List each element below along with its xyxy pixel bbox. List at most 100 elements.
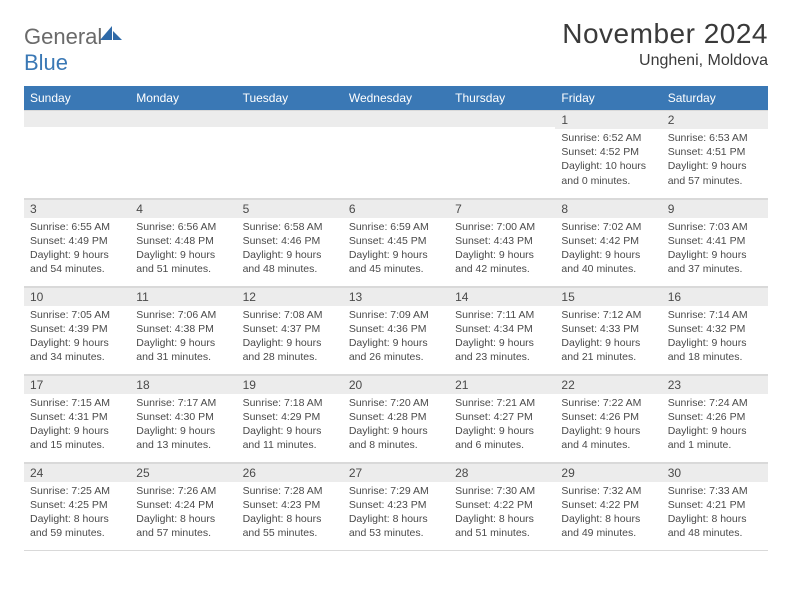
calendar-cell: 25Sunrise: 7:26 AMSunset: 4:24 PMDayligh…	[130, 462, 236, 550]
day-body: Sunrise: 6:52 AMSunset: 4:52 PMDaylight:…	[555, 129, 661, 192]
daylight-text-1: Daylight: 9 hours	[349, 248, 443, 262]
daylight-text-1: Daylight: 9 hours	[668, 248, 762, 262]
sunset-text: Sunset: 4:29 PM	[243, 410, 337, 424]
sunset-text: Sunset: 4:26 PM	[668, 410, 762, 424]
daylight-text-2: and 45 minutes.	[349, 262, 443, 276]
calendar-cell: 10Sunrise: 7:05 AMSunset: 4:39 PMDayligh…	[24, 286, 130, 374]
day-number: 22	[555, 375, 661, 394]
calendar-cell	[343, 110, 449, 198]
day-number: 28	[449, 463, 555, 482]
daylight-text-2: and 26 minutes.	[349, 350, 443, 364]
day-number-empty	[343, 110, 449, 127]
daylight-text-1: Daylight: 9 hours	[668, 424, 762, 438]
day-number: 10	[24, 287, 130, 306]
sunset-text: Sunset: 4:22 PM	[455, 498, 549, 512]
sunrise-text: Sunrise: 6:56 AM	[136, 220, 230, 234]
daylight-text-2: and 8 minutes.	[349, 438, 443, 452]
day-number-empty	[449, 110, 555, 127]
day-body: Sunrise: 7:33 AMSunset: 4:21 PMDaylight:…	[662, 482, 768, 545]
daylight-text-1: Daylight: 9 hours	[243, 424, 337, 438]
daylight-text-2: and 1 minute.	[668, 438, 762, 452]
sunrise-text: Sunrise: 7:09 AM	[349, 308, 443, 322]
sunrise-text: Sunrise: 7:24 AM	[668, 396, 762, 410]
day-number: 5	[237, 199, 343, 218]
sunset-text: Sunset: 4:38 PM	[136, 322, 230, 336]
calendar-cell: 11Sunrise: 7:06 AMSunset: 4:38 PMDayligh…	[130, 286, 236, 374]
daylight-text-2: and 18 minutes.	[668, 350, 762, 364]
sunset-text: Sunset: 4:21 PM	[668, 498, 762, 512]
daylight-text-1: Daylight: 9 hours	[561, 248, 655, 262]
calendar-cell: 12Sunrise: 7:08 AMSunset: 4:37 PMDayligh…	[237, 286, 343, 374]
sunrise-text: Sunrise: 7:05 AM	[30, 308, 124, 322]
day-body: Sunrise: 7:03 AMSunset: 4:41 PMDaylight:…	[662, 218, 768, 281]
daylight-text-2: and 40 minutes.	[561, 262, 655, 276]
daylight-text-1: Daylight: 9 hours	[455, 248, 549, 262]
sunrise-text: Sunrise: 7:22 AM	[561, 396, 655, 410]
sunrise-text: Sunrise: 7:15 AM	[30, 396, 124, 410]
sunrise-text: Sunrise: 6:55 AM	[30, 220, 124, 234]
page-subtitle: Ungheni, Moldova	[562, 52, 768, 70]
day-number: 16	[662, 287, 768, 306]
daylight-text-2: and 31 minutes.	[136, 350, 230, 364]
daylight-text-1: Daylight: 9 hours	[30, 424, 124, 438]
calendar-cell: 29Sunrise: 7:32 AMSunset: 4:22 PMDayligh…	[555, 462, 661, 550]
daylight-text-2: and 53 minutes.	[349, 526, 443, 540]
day-body: Sunrise: 7:22 AMSunset: 4:26 PMDaylight:…	[555, 394, 661, 457]
daylight-text-1: Daylight: 9 hours	[668, 336, 762, 350]
sunrise-text: Sunrise: 6:59 AM	[349, 220, 443, 234]
daylight-text-2: and 11 minutes.	[243, 438, 337, 452]
day-body: Sunrise: 6:53 AMSunset: 4:51 PMDaylight:…	[662, 129, 768, 192]
calendar-cell: 30Sunrise: 7:33 AMSunset: 4:21 PMDayligh…	[662, 462, 768, 550]
calendar-cell: 20Sunrise: 7:20 AMSunset: 4:28 PMDayligh…	[343, 374, 449, 462]
calendar-cell: 16Sunrise: 7:14 AMSunset: 4:32 PMDayligh…	[662, 286, 768, 374]
daylight-text-2: and 42 minutes.	[455, 262, 549, 276]
day-number: 27	[343, 463, 449, 482]
logo: GeneralBlue	[24, 18, 122, 76]
daylight-text-2: and 54 minutes.	[30, 262, 124, 276]
sunset-text: Sunset: 4:31 PM	[30, 410, 124, 424]
sunset-text: Sunset: 4:27 PM	[455, 410, 549, 424]
day-body: Sunrise: 7:06 AMSunset: 4:38 PMDaylight:…	[130, 306, 236, 369]
daylight-text-1: Daylight: 8 hours	[136, 512, 230, 526]
day-body: Sunrise: 7:12 AMSunset: 4:33 PMDaylight:…	[555, 306, 661, 369]
calendar-cell: 18Sunrise: 7:17 AMSunset: 4:30 PMDayligh…	[130, 374, 236, 462]
sunrise-text: Sunrise: 6:52 AM	[561, 131, 655, 145]
daylight-text-1: Daylight: 10 hours	[561, 159, 655, 173]
day-number: 7	[449, 199, 555, 218]
sunset-text: Sunset: 4:25 PM	[30, 498, 124, 512]
sunset-text: Sunset: 4:52 PM	[561, 145, 655, 159]
calendar-cell: 3Sunrise: 6:55 AMSunset: 4:49 PMDaylight…	[24, 198, 130, 286]
sunrise-text: Sunrise: 7:25 AM	[30, 484, 124, 498]
daylight-text-1: Daylight: 9 hours	[136, 336, 230, 350]
weekday-header: Sunday	[24, 86, 130, 110]
sunrise-text: Sunrise: 7:33 AM	[668, 484, 762, 498]
day-body-empty	[343, 127, 449, 187]
day-number-empty	[130, 110, 236, 127]
day-number: 6	[343, 199, 449, 218]
calendar-cell: 9Sunrise: 7:03 AMSunset: 4:41 PMDaylight…	[662, 198, 768, 286]
daylight-text-1: Daylight: 8 hours	[561, 512, 655, 526]
day-body-empty	[449, 127, 555, 187]
sunset-text: Sunset: 4:51 PM	[668, 145, 762, 159]
sunset-text: Sunset: 4:28 PM	[349, 410, 443, 424]
calendar-cell: 19Sunrise: 7:18 AMSunset: 4:29 PMDayligh…	[237, 374, 343, 462]
calendar-cell: 28Sunrise: 7:30 AMSunset: 4:22 PMDayligh…	[449, 462, 555, 550]
day-number: 12	[237, 287, 343, 306]
calendar-row: 1Sunrise: 6:52 AMSunset: 4:52 PMDaylight…	[24, 110, 768, 198]
daylight-text-2: and 34 minutes.	[30, 350, 124, 364]
calendar-cell: 15Sunrise: 7:12 AMSunset: 4:33 PMDayligh…	[555, 286, 661, 374]
day-body: Sunrise: 7:25 AMSunset: 4:25 PMDaylight:…	[24, 482, 130, 545]
sunset-text: Sunset: 4:43 PM	[455, 234, 549, 248]
sunrise-text: Sunrise: 7:03 AM	[668, 220, 762, 234]
daylight-text-1: Daylight: 9 hours	[455, 336, 549, 350]
sunset-text: Sunset: 4:23 PM	[349, 498, 443, 512]
calendar-cell: 23Sunrise: 7:24 AMSunset: 4:26 PMDayligh…	[662, 374, 768, 462]
day-body: Sunrise: 7:18 AMSunset: 4:29 PMDaylight:…	[237, 394, 343, 457]
day-body: Sunrise: 7:21 AMSunset: 4:27 PMDaylight:…	[449, 394, 555, 457]
calendar-cell: 26Sunrise: 7:28 AMSunset: 4:23 PMDayligh…	[237, 462, 343, 550]
sunset-text: Sunset: 4:34 PM	[455, 322, 549, 336]
day-number: 11	[130, 287, 236, 306]
weekday-header: Friday	[555, 86, 661, 110]
calendar-body: 1Sunrise: 6:52 AMSunset: 4:52 PMDaylight…	[24, 110, 768, 550]
day-body: Sunrise: 7:32 AMSunset: 4:22 PMDaylight:…	[555, 482, 661, 545]
